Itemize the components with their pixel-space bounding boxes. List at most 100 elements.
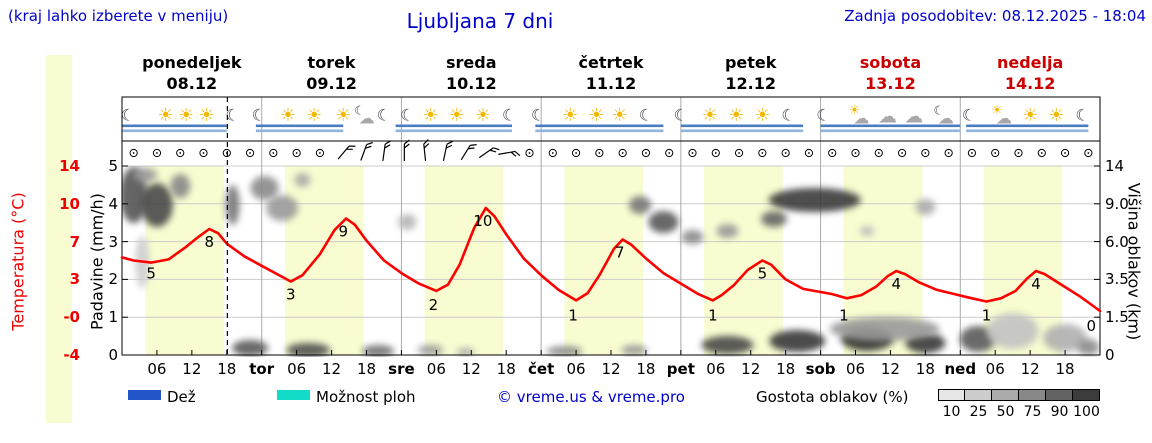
x-hour-label: 18: [1055, 360, 1075, 378]
precipitation-tick: 0: [108, 346, 118, 364]
temperature-value-label: 5: [146, 265, 156, 283]
showers-legend-label: Možnost ploh: [316, 388, 416, 406]
moon-icon: ☾: [531, 106, 545, 125]
sun-icon: ☀: [306, 105, 322, 126]
cloud-height-tick: 0: [1105, 346, 1115, 364]
moon-icon: ☾: [933, 104, 944, 118]
sun-icon: ☀: [754, 105, 770, 126]
temperature-tick: -0: [63, 308, 80, 327]
location-menu-hint: (kraj lahko izberete v meniju): [8, 7, 229, 25]
temperature-value-label: 10: [473, 212, 492, 230]
cloud-height-tick: 9.0: [1105, 194, 1129, 213]
day-date-5: 12.12: [725, 74, 776, 93]
x-hour-label: 18: [915, 360, 935, 378]
x-hour-label: 12: [741, 360, 761, 378]
sun-icon: ☀: [335, 105, 351, 126]
temperature-value-label: 1: [568, 307, 578, 325]
cloud-cover-layer: [122, 167, 1100, 357]
cloud-density-step-label: 50: [996, 404, 1015, 420]
x-day-pet: pet: [666, 360, 695, 378]
temperature-value-label: 7: [615, 244, 625, 262]
cloud-density-step: [1046, 389, 1073, 401]
cloud-height-tick: 6.0: [1105, 232, 1129, 251]
x-day-sre: sre: [388, 360, 415, 378]
x-day-ned: ned: [944, 360, 977, 378]
moon-icon: ☾: [252, 106, 266, 125]
wind-barb-icon: [498, 150, 521, 157]
temperature-value-label: 3: [286, 286, 296, 304]
cloud-density-step-label: 90: [1050, 404, 1069, 420]
x-hour-label: 12: [601, 360, 621, 378]
x-hour-label: 18: [356, 360, 377, 378]
rain-legend-label: Dež: [167, 388, 196, 406]
cloud-icon: ☁: [853, 109, 869, 128]
day-date-2: 09.12: [306, 74, 357, 93]
moon-icon: ☾: [674, 106, 688, 125]
moon-icon: ☾: [816, 106, 830, 125]
cloud-density-step: [938, 389, 965, 401]
day-name-4: četrtek: [578, 53, 644, 72]
temperature-value-label: 2: [429, 296, 439, 314]
cloud-density-step: [965, 389, 992, 401]
x-hour-label: 06: [845, 360, 866, 378]
sun-icon: ☀: [158, 105, 174, 126]
temperature-value-label: 8: [205, 233, 215, 251]
page-title: Ljubljana 7 dni: [406, 9, 554, 33]
moon-icon: ☾: [639, 106, 653, 125]
cloud-height-tick: 1.5: [1105, 308, 1129, 327]
wind-barb-icon: [337, 145, 356, 160]
moon-icon: ☾: [400, 106, 414, 125]
moon-icon: ☾: [962, 106, 976, 125]
x-hour-label: 12: [1020, 360, 1040, 378]
temperature-curve: [120, 206, 1102, 313]
day-name-5: petek: [724, 53, 777, 72]
x-day-sob: sob: [805, 360, 836, 378]
sun-icon: ☀: [198, 105, 214, 126]
precipitation-tick: 3: [108, 232, 118, 251]
wind-barb-icon: [403, 139, 410, 161]
day-name-3: sreda: [446, 53, 497, 72]
temperature-value-label: 1: [982, 307, 992, 325]
x-hour-label: 06: [985, 360, 1005, 378]
sun-icon: ☀: [475, 105, 491, 126]
precipitation-tick: 1: [108, 308, 118, 327]
day-name-1: ponedeljek: [142, 53, 242, 72]
temperature-value-labels: 5 8 3 9 2 10 1 7 1 5 1 4 1 4 0: [146, 212, 1096, 335]
precipitation-tick: 2: [108, 270, 118, 289]
temperature-tick: 3: [69, 270, 80, 289]
x-hour-label: 12: [322, 360, 342, 378]
precipitation-tick: 4: [108, 194, 118, 213]
wind-barb-icon: [423, 139, 430, 162]
day-name-6: sobota: [859, 53, 922, 72]
cloud-density-step-label: 10: [942, 404, 961, 420]
wind-barb-icon: [382, 140, 392, 162]
x-hour-label: 12: [461, 360, 481, 378]
temperature-value-label: 4: [891, 275, 901, 293]
moon-icon: ☾: [121, 106, 135, 125]
sun-icon: ☀: [702, 105, 718, 126]
x-hour-label: 06: [566, 360, 586, 378]
wind-barb-icon: [460, 144, 477, 161]
x-hour-label: 18: [217, 360, 237, 378]
temperature-value-label: 1: [708, 307, 718, 325]
cloud-height-tick: 14: [1105, 157, 1125, 175]
temperature-value-label: 9: [338, 223, 348, 241]
rain-legend-swatch: [128, 390, 161, 400]
showers-legend-swatch: [277, 390, 310, 400]
plot-frame: [121, 96, 1101, 356]
x-hour-label: 18: [776, 360, 796, 378]
sun-icon: ☀: [849, 104, 861, 119]
sun-icon: ☀: [588, 105, 604, 126]
credit-link[interactable]: © vreme.us & vreme.pro: [497, 388, 685, 406]
sun-icon: ☀: [280, 105, 296, 126]
day-date-6: 13.12: [865, 74, 916, 93]
day-date-4: 11.12: [585, 74, 637, 93]
x-hour-label: 06: [147, 360, 167, 378]
cloud-density-step: [1019, 389, 1046, 401]
sun-icon: ☀: [1022, 105, 1038, 126]
x-hour-label: 18: [636, 360, 656, 378]
left-day-strip: [46, 55, 72, 423]
sun-icon: ☀: [422, 105, 438, 126]
day-date-3: 10.12: [445, 74, 497, 93]
